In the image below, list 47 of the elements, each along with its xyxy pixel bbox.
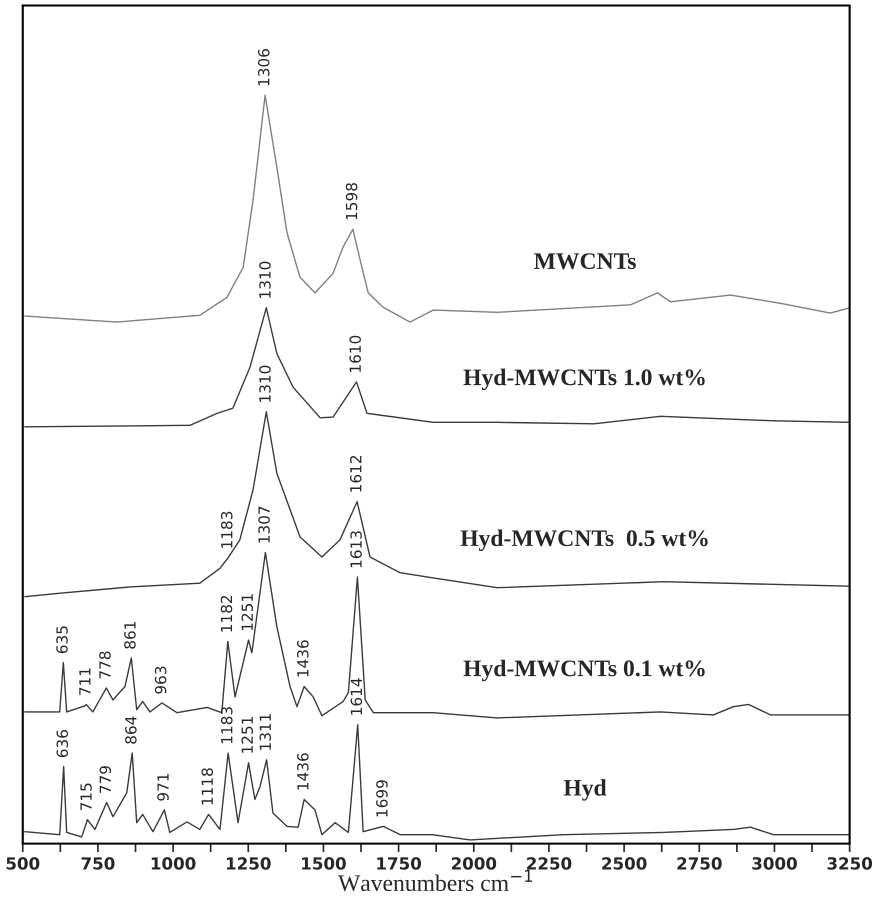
series-label: Hyd-MWCNTs 0.1 wt% [464, 660, 705, 682]
annotation: 778 [99, 652, 111, 678]
annotation: 636 [56, 730, 68, 758]
annotation: 1310 [259, 366, 271, 402]
series-label: Hyd-MWCNTs 1.0 wt% [464, 368, 705, 390]
x-tick-label: 2500 [602, 857, 647, 870]
annotation: 1251 [241, 717, 253, 753]
x-tick-label: 3250 [828, 857, 872, 870]
x-tick-label: 1500 [302, 857, 346, 870]
x-axis-title: Wavenumbers cm$^{−1}$ [338, 870, 532, 892]
annotation: 711 [79, 668, 90, 695]
x-tick-label: 3000 [752, 857, 797, 870]
annotation: 1598 [346, 183, 358, 220]
series-label: Hyd-MWCNTs 0.5 wt% [460, 530, 708, 552]
annotation: 779 [100, 766, 112, 793]
annotation: 1311 [259, 714, 272, 750]
annotation: 1251 [241, 594, 253, 630]
annotation: 1436 [297, 640, 309, 676]
annotation: 963 [154, 666, 166, 694]
annotation: 971 [157, 774, 169, 801]
annotation: 1310 [259, 262, 271, 298]
x-tick-label: 2250 [527, 857, 572, 870]
annotation: 715 [80, 784, 92, 810]
x-tick-label: 2750 [677, 857, 722, 870]
x-tick-label: 500 [6, 857, 40, 870]
annotation: 1183 [220, 512, 233, 548]
annotation: 1182 [220, 596, 232, 632]
annotation: 1118 [201, 768, 214, 804]
series-label: Hyd [564, 779, 606, 801]
annotation: 1183 [220, 707, 233, 744]
annotation: 1614 [350, 678, 362, 715]
x-tick-label: 750 [82, 857, 115, 870]
annotation: 1613 [350, 531, 362, 568]
x-tick-label: 2000 [452, 857, 496, 870]
x-tick-label: 1000 [152, 857, 196, 870]
annotation: 864 [125, 716, 137, 744]
annotation: 1610 [349, 336, 361, 372]
annotation: 1306 [258, 49, 270, 86]
series-label: MWCNTs [534, 253, 636, 270]
annotation: 861 [124, 622, 136, 649]
x-tick-label: 1750 [377, 857, 421, 870]
annotation: 1612 [350, 456, 362, 492]
x-tick-label: 1250 [226, 857, 271, 870]
annotation: 635 [56, 626, 68, 654]
annotation: 1436 [297, 753, 309, 790]
annotation: 1307 [258, 506, 270, 543]
annotation: 1699 [376, 780, 388, 816]
